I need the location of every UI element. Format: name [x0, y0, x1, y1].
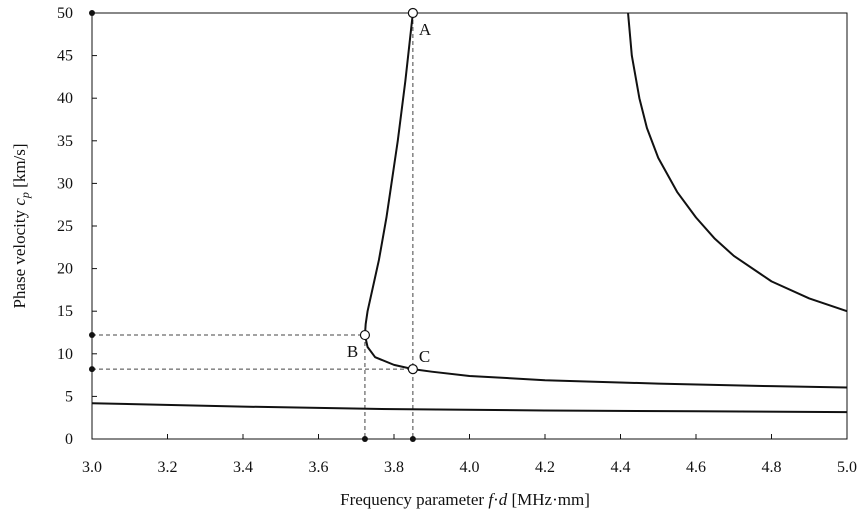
y-tick-label: 35: [57, 133, 73, 150]
x-tick-label: 3.4: [233, 459, 253, 476]
dispersion-curves: [91, 12, 848, 414]
point-marker-c: [407, 364, 418, 375]
y-axis-marker: [89, 332, 95, 339]
point-label-a: A: [419, 20, 432, 39]
y-tick-label: 20: [57, 261, 73, 278]
x-axis-title-prefix: Frequency parameter: [340, 490, 488, 509]
y-axis-title-prefix: Phase velocity: [10, 206, 29, 309]
y-tick-label: 30: [57, 175, 73, 192]
x-axis-marker: [409, 436, 416, 442]
y-tick-label: 10: [57, 346, 73, 363]
guide-lines: [92, 13, 414, 439]
y-axis-title: Phase velocity cp [km/s]: [10, 143, 32, 308]
x-axis-title-f: f: [488, 490, 495, 509]
axis-ticks: 3.0 3.2 3.4 3.6 3.8 4.0 4.2 4.4 4.6 4.8 5.0 0 5 10 15 2…: [57, 5, 857, 476]
x-tick-label: 5.0: [837, 459, 857, 476]
x-tick-label: 4.2: [535, 459, 555, 476]
y-axis-marker: [89, 366, 95, 373]
x-axis-title-suffix: [MHz·mm]: [507, 490, 590, 509]
x-tick-label: 4.8: [762, 459, 782, 476]
x-tick-label: 4.6: [686, 459, 706, 476]
x-axis-title: Frequency parameter f·d [MHz·mm]: [340, 490, 590, 509]
x-tick-label: 3.0: [82, 459, 102, 476]
dispersion-curve-2: [363, 12, 848, 389]
y-tick-label: 45: [57, 48, 73, 65]
x-tick-label: 4.0: [460, 459, 480, 476]
point-label-b: B: [347, 342, 358, 361]
point-marker-a: [407, 7, 418, 19]
y-tick-label: 15: [57, 303, 73, 320]
y-tick-label: 40: [57, 90, 73, 107]
y-axis-title-subscript: p: [18, 192, 32, 199]
y-axis-title-suffix: [km/s]: [10, 143, 29, 192]
x-axis-title-d: d: [499, 490, 508, 509]
x-tick-label: 3.2: [158, 459, 178, 476]
y-tick-label: 50: [57, 5, 73, 22]
x-tick-label: 3.6: [309, 459, 329, 476]
marked-points: A B C: [89, 7, 432, 442]
point-label-c: C: [419, 347, 430, 366]
x-tick-label: 4.4: [611, 459, 631, 476]
dispersion-curve-3: [627, 12, 848, 313]
x-tick-label: 3.8: [384, 459, 404, 476]
x-axis-title-dot: ·: [493, 490, 499, 509]
dispersion-curve-1: [91, 402, 848, 414]
y-tick-label: 25: [57, 218, 73, 235]
x-axis-marker: [361, 436, 368, 442]
y-axis-title-symbol: c: [10, 198, 29, 206]
y-tick-label: 0: [65, 431, 73, 448]
y-tick-label: 5: [65, 388, 73, 405]
point-marker-b: [359, 329, 371, 341]
